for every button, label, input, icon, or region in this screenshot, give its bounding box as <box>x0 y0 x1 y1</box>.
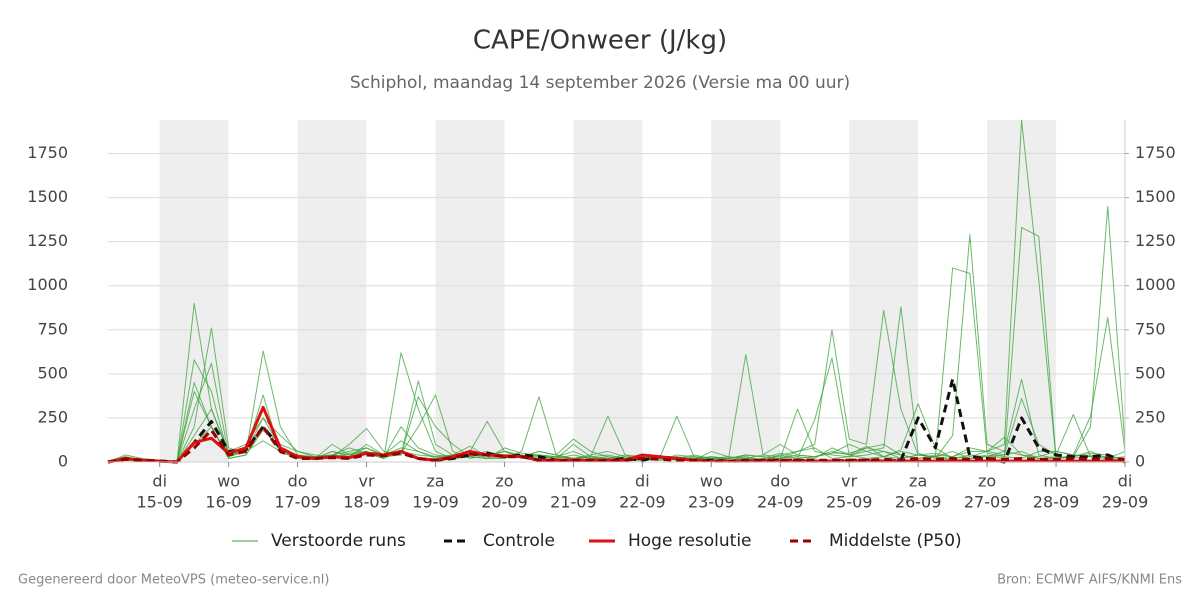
chart-title: CAPE/Onweer (J/kg) <box>473 26 727 56</box>
x-tick-label: 26-09 <box>895 493 942 512</box>
x-tick-label: 16-09 <box>205 493 252 512</box>
x-tick-label: 29-09 <box>1102 493 1149 512</box>
x-tick-label: 28-09 <box>1033 493 1080 512</box>
x-tick-label: 19-09 <box>412 493 459 512</box>
legend-label: Middelste (P50) <box>829 531 962 551</box>
y2-tick-label: 1750 <box>1135 143 1176 162</box>
day-band <box>159 120 229 462</box>
x-tick-weekday: di <box>635 472 650 491</box>
y-tick-label: 1000 <box>27 275 68 294</box>
x-tick-weekday: zo <box>978 472 996 491</box>
y-tick-label: 1750 <box>27 143 68 162</box>
x-tick-weekday: do <box>288 472 308 491</box>
chart-subtitle: Schiphol, maandag 14 september 2026 (Ver… <box>350 73 850 93</box>
x-tick-weekday: za <box>426 472 444 491</box>
y2-tick-label: 250 <box>1135 407 1166 426</box>
x-tick-weekday: wo <box>217 472 240 491</box>
x-tick-weekday: vr <box>841 472 857 491</box>
x-tick-weekday: di <box>152 472 167 491</box>
x-tick-weekday: vr <box>359 472 375 491</box>
footer-right: Bron: ECMWF AIFS/KNMI Ens <box>997 573 1182 588</box>
x-tick-label: 17-09 <box>274 493 321 512</box>
x-tick-label: 22-09 <box>619 493 666 512</box>
ensemble-line <box>107 382 1126 463</box>
y2-tick-label: 500 <box>1135 363 1166 382</box>
y2-tick-label: 1250 <box>1135 231 1176 250</box>
y-tick-label: 0 <box>58 452 68 471</box>
x-tick-weekday: do <box>770 472 790 491</box>
day-band <box>435 120 505 462</box>
day-band <box>573 120 643 462</box>
x-tick-weekday: zo <box>495 472 513 491</box>
x-tick-label: 20-09 <box>481 493 528 512</box>
day-band <box>849 120 919 462</box>
x-tick-weekday: wo <box>700 472 723 491</box>
x-tick-weekday: ma <box>561 472 586 491</box>
y-tick-label: 1500 <box>27 187 68 206</box>
y-tick-label: 750 <box>37 319 68 338</box>
x-tick-label: 24-09 <box>757 493 804 512</box>
y2-tick-label: 1500 <box>1135 187 1176 206</box>
day-band <box>297 120 367 462</box>
x-tick-label: 18-09 <box>343 493 390 512</box>
x-tick-weekday: ma <box>1043 472 1068 491</box>
y-tick-label: 1250 <box>27 231 68 250</box>
day-band <box>711 120 781 462</box>
x-tick-weekday: di <box>1118 472 1133 491</box>
series-line <box>107 425 1126 464</box>
y-tick-label: 250 <box>37 407 68 426</box>
x-tick-label: 21-09 <box>550 493 597 512</box>
x-tick-weekday: za <box>909 472 927 491</box>
y2-tick-label: 0 <box>1135 452 1145 471</box>
x-tick-label: 15-09 <box>136 493 183 512</box>
footer-left: Gegenereerd door MeteoVPS (meteo-service… <box>18 573 329 588</box>
day-band <box>987 120 1057 462</box>
y-tick-label: 500 <box>37 363 68 382</box>
y2-tick-label: 1000 <box>1135 275 1176 294</box>
x-tick-label: 25-09 <box>826 493 873 512</box>
legend-label: Hoge resolutie <box>628 531 752 551</box>
y2-tick-label: 750 <box>1135 319 1166 338</box>
x-tick-label: 27-09 <box>964 493 1011 512</box>
legend-label: Controle <box>483 531 555 551</box>
legend-label: Verstoorde runs <box>271 531 406 551</box>
x-tick-label: 23-09 <box>688 493 735 512</box>
